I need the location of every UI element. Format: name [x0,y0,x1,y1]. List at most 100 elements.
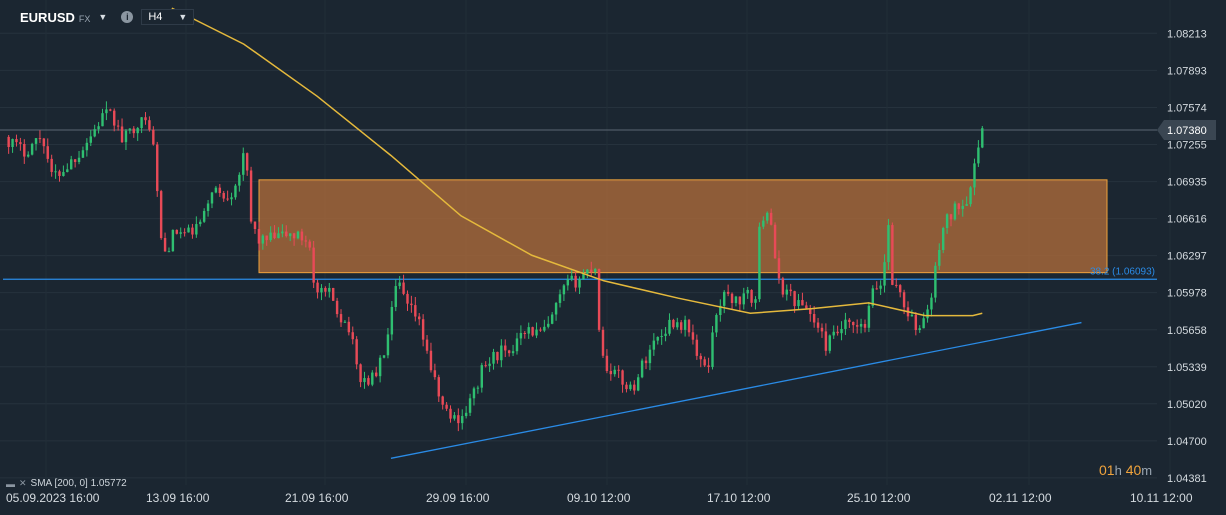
candle [652,333,656,356]
candle [296,230,300,240]
trendline[interactable] [390,321,1082,459]
candle [300,228,304,246]
candle [809,304,812,322]
close-icon[interactable]: ✕ [19,478,27,488]
timeframe-value: H4 [148,11,163,23]
x-tick-label: 21.09 16:00 [285,491,349,505]
candle [601,326,605,359]
candle [273,225,276,240]
candle [586,268,589,279]
fib-level-label: 38.2 (1.06093) [1090,266,1155,277]
y-tick-label: 1.05020 [1167,399,1207,411]
bar-countdown: 01h 40m [1099,462,1152,478]
candle [566,274,570,291]
candle [597,268,601,332]
candle [50,154,53,177]
candle [609,363,613,381]
candle [938,243,941,270]
candle [570,269,573,282]
chart-toolbar: EURUSD FX ▼ i H4 ▼ [0,0,400,34]
candle [578,276,581,295]
candle [445,402,448,412]
candle [797,293,800,311]
symbol-label[interactable]: EURUSD [20,9,75,25]
candle [30,142,34,156]
candle [898,284,902,298]
candle [386,327,390,359]
countdown-hours: 01 [1099,462,1115,478]
sma-legend-text: SMA [200, 0] 1.05772 [30,478,127,489]
candle [617,365,620,378]
candle [437,374,440,402]
candle [504,339,507,358]
candle [19,137,22,151]
candle [281,224,284,238]
candle [852,321,855,333]
candle [777,250,781,284]
resistance-zone[interactable] [258,179,1108,274]
y-tick-label: 1.04381 [1167,473,1207,485]
candle [144,112,147,125]
candle [367,375,370,387]
candle [7,134,10,154]
candle [496,351,499,364]
candle [214,185,218,194]
candle [414,297,417,322]
candle [249,166,253,224]
candle [480,362,483,393]
candle [863,319,867,333]
sma-line[interactable] [171,7,983,317]
x-tick-label: 09.10 12:00 [567,491,631,505]
candle [679,320,683,334]
candle [285,225,288,238]
current-price-tag: 1.07380 [1157,119,1216,140]
candle [320,284,323,301]
candle [101,108,104,127]
candle [633,380,636,395]
y-tick-label: 1.08213 [1167,28,1207,40]
candle [500,339,503,368]
candle [562,283,566,302]
candle [171,229,175,252]
candle [210,191,214,209]
candle [550,312,554,325]
info-icon[interactable]: i [121,11,134,23]
candle [515,332,519,355]
candle [54,164,57,179]
candles [7,101,984,432]
candle [773,222,777,259]
candle [769,208,773,226]
candle [234,183,237,200]
chevron-down-icon: ▼ [178,12,188,22]
candle [245,152,249,176]
eye-icon[interactable]: ▬ [6,478,15,489]
x-tick-label: 10.11 12:00 [1130,491,1193,505]
timeframe-select[interactable]: H4 ▼ [141,9,195,25]
x-tick-label: 13.09 16:00 [146,491,210,505]
candle [758,222,761,303]
candle [914,312,918,336]
candle [375,366,378,378]
candle [42,137,46,154]
candle [23,139,26,164]
candle [820,323,824,338]
candle [425,335,429,354]
candle [902,289,906,315]
chevron-down-icon[interactable]: ▼ [98,12,108,22]
indicator-legend: ▬ ✕ SMA [200, 0] 1.05772 [6,478,127,489]
candle [855,319,859,334]
candle [531,326,534,337]
candle [253,221,257,234]
candle [179,227,182,239]
y-tick-label: 1.06297 [1167,251,1207,263]
current-price-value: 1.07380 [1167,125,1207,137]
candle [719,299,722,322]
candle [926,304,929,323]
candle [511,344,515,357]
candle [85,138,89,157]
x-axis: 05.09.2023 16:00 13.09 16:00 21.09 16:00 29… [6,491,1193,505]
candle [410,295,413,313]
candle [965,196,968,206]
candle [120,118,124,143]
